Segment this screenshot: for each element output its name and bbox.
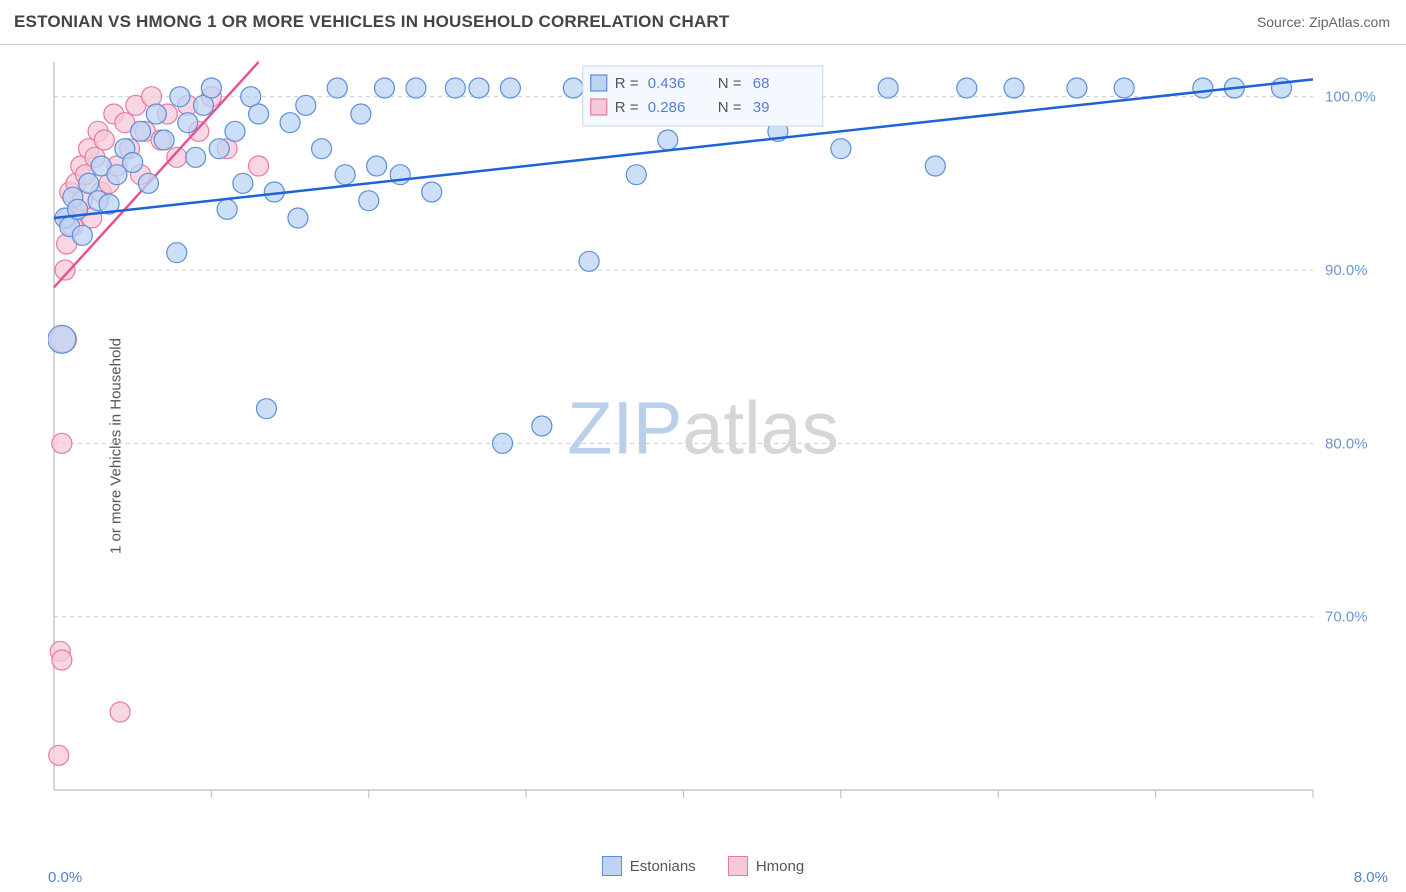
estonians-point (422, 182, 442, 202)
estonians-point (500, 78, 520, 98)
estonians-point (374, 78, 394, 98)
estonians-point (831, 139, 851, 159)
plot-area: 70.0% 80.0% 90.0% 100.0% R = 0.436 N = 68 R = 0.2… (48, 60, 1388, 820)
estonians-point (1004, 78, 1024, 98)
stats-n-label: N = (718, 99, 742, 116)
estonians-point (658, 130, 678, 150)
stats-r-value: 0.436 (648, 75, 686, 92)
estonians-point (312, 139, 332, 159)
estonians-point (493, 433, 513, 453)
estonians-point (925, 156, 945, 176)
estonians-point (351, 104, 371, 124)
legend-swatch (602, 856, 622, 876)
source-prefix: Source: (1257, 14, 1309, 30)
stats-r-value: 0.286 (648, 99, 686, 116)
estonians-point (79, 173, 99, 193)
estonians-point (359, 191, 379, 211)
estonians-point (1114, 78, 1134, 98)
chart-title: ESTONIAN VS HMONG 1 OR MORE VEHICLES IN … (14, 12, 729, 32)
stats-n-value: 39 (753, 99, 770, 116)
estonians-point (167, 243, 187, 263)
hmong-point (49, 745, 69, 765)
legend-item: Hmong (728, 856, 804, 876)
estonians-point (1193, 78, 1213, 98)
estonians-point (335, 165, 355, 185)
estonians-point (186, 147, 206, 167)
estonians-point (178, 113, 198, 133)
estonians-point (327, 78, 347, 98)
estonians-point (957, 78, 977, 98)
estonians-point (131, 121, 151, 141)
estonians-point (72, 225, 92, 245)
estonians-point (146, 104, 166, 124)
hmong-point (249, 156, 269, 176)
estonians-point (469, 78, 489, 98)
stats-n-label: N = (718, 75, 742, 92)
estonians-point (296, 95, 316, 115)
source-label: Source: ZipAtlas.com (1257, 14, 1390, 30)
legend-label: Estonians (630, 858, 696, 875)
stats-n-value: 68 (753, 75, 770, 92)
estonians-point (48, 325, 76, 353)
y-tick-label: 90.0% (1325, 262, 1368, 279)
hmong-point (94, 130, 114, 150)
header-bar: ESTONIAN VS HMONG 1 OR MORE VEHICLES IN … (0, 0, 1406, 45)
estonians-point (201, 78, 221, 98)
y-tick-label: 70.0% (1325, 609, 1368, 626)
legend-label: Hmong (756, 858, 804, 875)
y-tick-label: 80.0% (1325, 435, 1368, 452)
estonians-point (563, 78, 583, 98)
estonians-point (249, 104, 269, 124)
hmong-point (52, 650, 72, 670)
y-tick-label: 100.0% (1325, 89, 1376, 106)
legend-swatch (728, 856, 748, 876)
estonians-point (445, 78, 465, 98)
estonians-point (233, 173, 253, 193)
stats-r-label: R = (615, 99, 639, 116)
estonians-point (138, 173, 158, 193)
estonians-point (225, 121, 245, 141)
estonians-point (532, 416, 552, 436)
estonians-point (1067, 78, 1087, 98)
hmong-point (110, 702, 130, 722)
stats-r-label: R = (615, 75, 639, 92)
stats-swatch (591, 99, 607, 115)
estonians-point (579, 251, 599, 271)
estonians-point (123, 153, 143, 173)
estonians-point (217, 199, 237, 219)
estonians-point (256, 399, 276, 419)
estonians-point (280, 113, 300, 133)
estonians-point (209, 139, 229, 159)
stats-swatch (591, 75, 607, 91)
estonians-point (626, 165, 646, 185)
scatter-svg: 70.0% 80.0% 90.0% 100.0% R = 0.436 N = 68 R = 0.2… (48, 60, 1388, 820)
estonians-point (170, 87, 190, 107)
estonians-point (367, 156, 387, 176)
estonians-point (154, 130, 174, 150)
legend-bottom: Estonians Hmong (0, 856, 1406, 886)
estonians-point (406, 78, 426, 98)
source-value: ZipAtlas.com (1309, 14, 1390, 30)
hmong-point (52, 433, 72, 453)
estonians-point (288, 208, 308, 228)
legend-item: Estonians (602, 856, 696, 876)
estonians-point (878, 78, 898, 98)
